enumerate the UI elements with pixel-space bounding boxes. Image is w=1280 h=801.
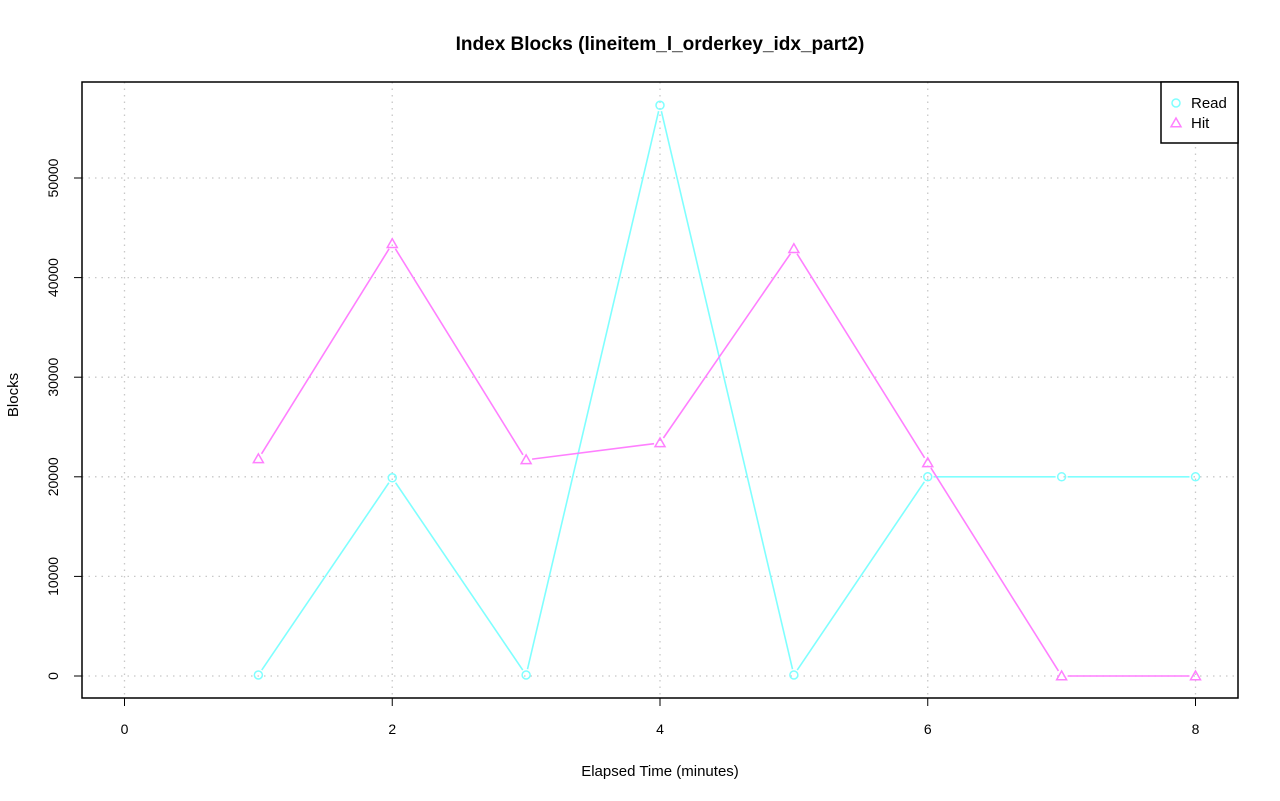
series-hit-segment xyxy=(260,248,390,455)
series-read-point xyxy=(1056,472,1067,482)
y-tick-label: 30000 xyxy=(45,358,61,397)
series-hit-point xyxy=(252,452,265,464)
grid-layer xyxy=(82,82,1238,698)
series-hit-segment xyxy=(531,442,655,460)
series-layer xyxy=(252,100,1202,681)
axis-layer: 0 2 4 6 8 0 10000 20000 30000 40000 50000 xyxy=(45,158,1200,737)
series-hit xyxy=(252,237,1202,681)
series-read-segment xyxy=(394,482,524,671)
legend-read-marker xyxy=(1171,98,1181,108)
legend: Read Hit xyxy=(1160,81,1239,144)
legend-hit-label: Hit xyxy=(1191,115,1210,132)
y-tick-label: 10000 xyxy=(45,557,61,596)
series-read xyxy=(253,100,1201,680)
y-tick-label: 50000 xyxy=(45,158,61,197)
y-tick-label: 0 xyxy=(45,672,61,680)
series-hit-point xyxy=(1189,669,1202,681)
series-read-point xyxy=(521,670,531,680)
x-tick-label: 2 xyxy=(388,721,396,737)
series-hit-point xyxy=(653,436,667,448)
legend-box xyxy=(1160,81,1239,144)
x-tick-label: 4 xyxy=(656,721,664,737)
chart-title: Index Blocks (lineitem_l_orderkey_idx_pa… xyxy=(456,34,865,55)
x-tick-label: 0 xyxy=(121,721,129,737)
series-hit-segment xyxy=(930,467,1060,672)
series-hit-segment xyxy=(394,248,524,456)
series-hit-point xyxy=(1055,669,1068,681)
series-hit-point xyxy=(787,242,801,254)
x-axis-label: Elapsed Time (minutes) xyxy=(581,763,739,780)
series-read-point xyxy=(655,100,665,111)
x-tick-label: 6 xyxy=(924,721,932,737)
series-read-segment xyxy=(796,481,926,671)
y-axis-label: Blocks xyxy=(5,373,22,417)
series-hit-point xyxy=(385,237,399,249)
legend-hit-marker xyxy=(1169,116,1183,128)
series-read-point xyxy=(253,670,264,680)
series-read-point xyxy=(789,670,799,680)
series-hit-segment xyxy=(796,253,926,459)
x-tick-label: 8 xyxy=(1192,721,1200,737)
legend-read-label: Read xyxy=(1191,95,1227,112)
y-tick-label: 40000 xyxy=(45,258,61,297)
series-hit-point xyxy=(921,456,935,468)
series-read-segment xyxy=(660,110,794,670)
series-read-point xyxy=(1190,472,1201,482)
series-read-point xyxy=(923,472,933,482)
series-hit-point xyxy=(519,453,533,465)
series-read-segment xyxy=(526,110,660,670)
series-read-segment xyxy=(261,482,390,671)
series-hit-segment xyxy=(662,253,792,439)
series-read-point xyxy=(387,473,397,483)
y-tick-label: 20000 xyxy=(45,457,61,496)
